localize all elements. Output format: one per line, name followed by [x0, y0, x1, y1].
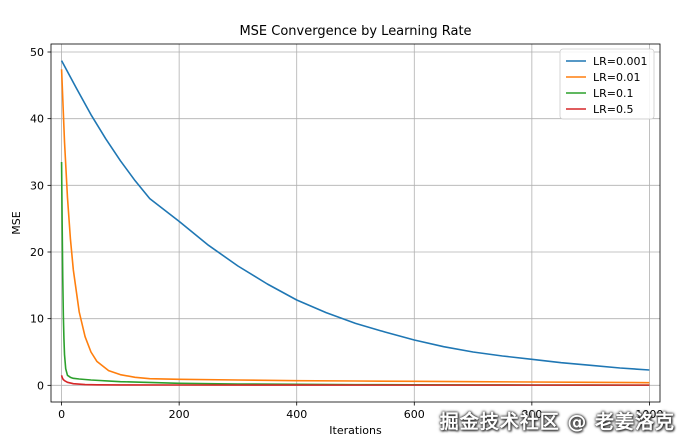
- y-tick-label: 0: [37, 379, 44, 392]
- legend: LR=0.001 LR=0.01 LR=0.1 LR=0.5: [559, 48, 655, 120]
- y-tick-label: 30: [30, 179, 44, 192]
- x-tick-label: 800: [521, 408, 542, 421]
- y-axis-label: MSE: [10, 211, 23, 234]
- y-tick-label: 20: [30, 246, 44, 259]
- y-tick-label: 40: [30, 113, 44, 126]
- legend-label: LR=0.1: [593, 87, 633, 100]
- x-axis-label: Iterations: [329, 424, 382, 437]
- legend-box: [559, 48, 655, 120]
- legend-label: LR=0.01: [593, 71, 640, 84]
- x-tick-label: 0: [58, 408, 65, 421]
- axis-ticks: 0 200 400 600 800 1000 0 10 20 30 40 50: [30, 46, 663, 421]
- x-tick-label: 200: [169, 408, 190, 421]
- y-tick-label: 10: [30, 313, 44, 326]
- x-tick-label: 400: [286, 408, 307, 421]
- watermark: 掘金技术社区 @ 老姜洛克: [439, 411, 675, 433]
- x-tick-label: 1000: [635, 408, 663, 421]
- x-tick-label: 600: [404, 408, 425, 421]
- chart-title: MSE Convergence by Learning Rate: [239, 24, 471, 39]
- series-line-lr-0-5: [60, 375, 650, 386]
- legend-label: LR=0.5: [593, 103, 633, 116]
- legend-label: LR=0.001: [593, 55, 647, 68]
- y-tick-label: 50: [30, 46, 44, 59]
- series-line-lr-0-001: [60, 60, 650, 371]
- plot-frame: [50, 43, 661, 403]
- series-line-lr-0-01: [60, 69, 650, 384]
- series-lines: [60, 60, 650, 386]
